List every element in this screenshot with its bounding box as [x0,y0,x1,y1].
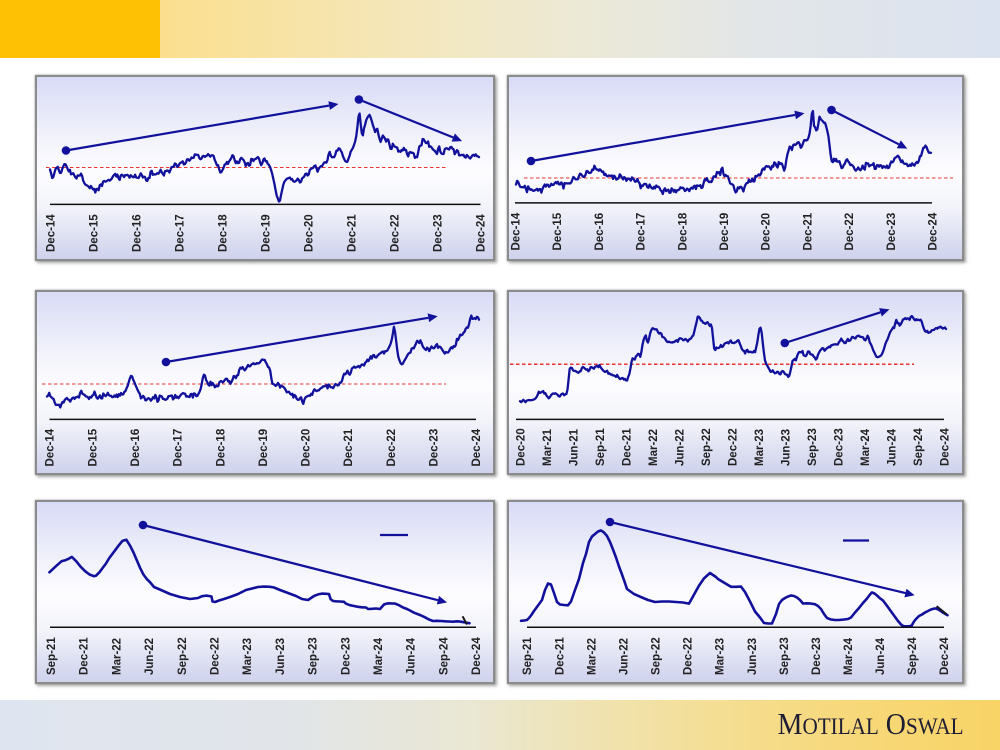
svg-text:Dec-14: Dec-14 [45,214,57,252]
svg-text:Dec-23: Dec-23 [429,429,441,467]
svg-text:Mar-21: Mar-21 [542,428,554,466]
svg-text:Dec-23: Dec-23 [886,213,898,251]
svg-text:Jun-23: Jun-23 [747,638,759,675]
svg-text:Dec-22: Dec-22 [683,637,695,675]
svg-text:Jun-23: Jun-23 [275,638,287,675]
svg-text:Mar-23: Mar-23 [242,638,254,675]
svg-text:Jun-22: Jun-22 [675,429,687,466]
svg-text:Dec-18: Dec-18 [677,212,689,250]
svg-text:Dec-18: Dec-18 [217,214,229,252]
svg-text:Jun-24: Jun-24 [406,637,418,675]
svg-text:Dec-16: Dec-16 [594,213,606,251]
svg-text:Mar-24: Mar-24 [843,637,855,675]
svg-text:Dec-15: Dec-15 [552,212,564,250]
svg-text:Dec-22: Dec-22 [844,213,856,251]
svg-text:Dec-24: Dec-24 [471,637,483,675]
svg-text:Dec-24: Dec-24 [928,212,940,250]
svg-text:Dec-16: Dec-16 [130,429,142,467]
svg-text:Dec-21: Dec-21 [554,637,566,675]
svg-text:Dec-19: Dec-19 [258,429,270,467]
svg-text:Mar-22: Mar-22 [111,638,123,675]
svg-text:Dec-17: Dec-17 [174,214,186,252]
svg-text:Jun-22: Jun-22 [144,638,156,675]
svg-text:Mar-22: Mar-22 [586,638,598,675]
svg-text:Dec-21: Dec-21 [343,428,355,466]
svg-text:Dec-24: Dec-24 [939,637,951,675]
svg-text:Mar-24: Mar-24 [373,637,385,675]
svg-text:Dec-14: Dec-14 [45,428,57,466]
svg-text:Sep-23: Sep-23 [807,428,819,466]
svg-text:Dec-22: Dec-22 [386,429,398,467]
svg-text:Dec-21: Dec-21 [346,214,358,252]
svg-text:Mar-23: Mar-23 [754,429,766,466]
svg-text:Dec-14: Dec-14 [511,212,523,250]
svg-text:Dec-24: Dec-24 [471,428,483,466]
svg-text:Dec-23: Dec-23 [834,428,846,466]
svg-text:Sep-24: Sep-24 [907,637,919,675]
svg-text:Dec-23: Dec-23 [340,637,352,675]
svg-text:Sep-24: Sep-24 [913,428,925,466]
svg-text:Dec-23: Dec-23 [811,637,823,675]
svg-text:Sep-24: Sep-24 [438,637,450,675]
svg-text:Dec-22: Dec-22 [210,637,222,675]
svg-text:Dec-20: Dec-20 [761,213,773,251]
svg-text:Dec-18: Dec-18 [215,428,227,466]
svg-text:Mar-22: Mar-22 [648,429,660,466]
svg-text:Sep-23: Sep-23 [308,637,320,675]
svg-text:Sep-22: Sep-22 [177,637,189,675]
svg-text:Dec-21: Dec-21 [802,212,814,250]
svg-text:Dec-19: Dec-19 [260,214,272,252]
svg-text:Sep-21: Sep-21 [522,637,534,675]
svg-text:Jun-22: Jun-22 [618,638,630,675]
svg-text:Dec-15: Dec-15 [87,428,99,466]
svg-text:Dec-22: Dec-22 [389,214,401,252]
svg-text:Dec-20: Dec-20 [516,428,528,466]
svg-text:Sep-21: Sep-21 [595,428,607,466]
svg-text:Sep-22: Sep-22 [701,428,713,466]
svg-text:Dec-17: Dec-17 [636,213,648,251]
svg-text:Jun-23: Jun-23 [781,429,793,466]
svg-text:Sep-21: Sep-21 [46,637,58,675]
svg-text:Dec-19: Dec-19 [719,213,731,251]
svg-text:Sep-23: Sep-23 [779,637,791,675]
svg-text:Dec-22: Dec-22 [728,428,740,466]
svg-text:Mar-24: Mar-24 [860,428,872,466]
svg-text:Dec-21: Dec-21 [79,637,91,675]
svg-text:Jun-24: Jun-24 [887,428,899,466]
svg-text:Dec-24: Dec-24 [475,214,487,252]
svg-text:Dec-24: Dec-24 [940,428,952,466]
svg-text:Dec-17: Dec-17 [173,429,185,467]
svg-text:Dec-23: Dec-23 [432,214,444,252]
svg-text:Jun-21: Jun-21 [569,428,581,466]
svg-text:Dec-20: Dec-20 [301,429,313,467]
svg-text:Jun-24: Jun-24 [875,637,887,675]
svg-text:Dec-20: Dec-20 [303,214,315,252]
svg-text:Dec-15: Dec-15 [88,214,100,252]
svg-text:Dec-21: Dec-21 [622,428,634,466]
svg-text:Sep-22: Sep-22 [651,637,663,675]
svg-text:Dec-16: Dec-16 [131,214,143,252]
svg-text:Mar-23: Mar-23 [715,638,727,675]
